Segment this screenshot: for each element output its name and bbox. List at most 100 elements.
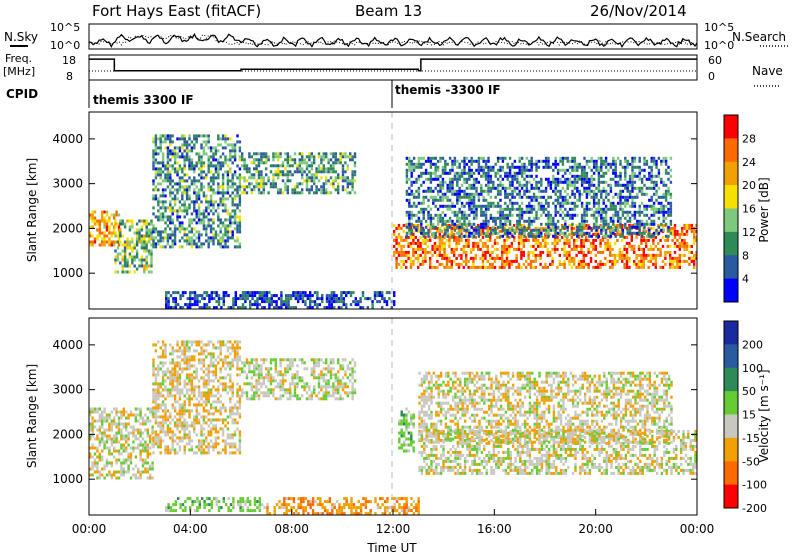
power-cell bbox=[647, 226, 650, 230]
power-cell bbox=[486, 265, 489, 269]
velocity-cell bbox=[103, 431, 106, 435]
power-cell bbox=[114, 255, 117, 259]
power-cell bbox=[103, 225, 106, 229]
power-cell bbox=[683, 253, 686, 257]
power-cell bbox=[176, 152, 179, 156]
power-cell bbox=[487, 165, 490, 169]
power-cell bbox=[165, 300, 168, 304]
power-cell bbox=[636, 165, 639, 169]
power-cell bbox=[585, 226, 588, 230]
velocity-cell bbox=[139, 434, 142, 438]
power-cell bbox=[529, 262, 533, 266]
power-cell bbox=[625, 250, 629, 254]
velocity-cell bbox=[149, 452, 152, 456]
power-cell bbox=[597, 250, 600, 254]
power-cell bbox=[251, 297, 254, 301]
power-cell bbox=[486, 244, 489, 248]
power-cell bbox=[662, 213, 665, 217]
power-cell bbox=[588, 207, 591, 211]
velocity-cell bbox=[98, 476, 101, 480]
power-cell bbox=[487, 183, 490, 187]
power-cell bbox=[315, 167, 318, 171]
power-cell bbox=[202, 218, 206, 222]
power-cell bbox=[405, 171, 409, 175]
power-cell bbox=[630, 247, 633, 251]
power-cell bbox=[506, 174, 509, 178]
power-cell bbox=[508, 156, 512, 160]
power-cell bbox=[152, 224, 155, 228]
power-cell bbox=[511, 195, 514, 199]
power-cell bbox=[640, 241, 643, 245]
power-cell bbox=[101, 240, 104, 244]
velocity-cell bbox=[164, 370, 167, 374]
power-cell bbox=[563, 241, 566, 245]
power-cell bbox=[123, 240, 127, 244]
power-cell bbox=[91, 234, 94, 238]
power-cell bbox=[341, 188, 345, 192]
power-cell bbox=[169, 137, 172, 141]
power-cell bbox=[499, 165, 502, 169]
power-cell bbox=[563, 265, 566, 269]
power-cell bbox=[571, 201, 574, 205]
velocity-cell bbox=[98, 443, 101, 447]
power-cell bbox=[123, 252, 127, 256]
power-cell bbox=[445, 259, 449, 263]
power-cell bbox=[126, 240, 129, 244]
power-cell bbox=[96, 237, 99, 241]
power-cell bbox=[590, 180, 593, 184]
power-cell bbox=[547, 183, 550, 187]
power-cell bbox=[609, 241, 612, 245]
power-cell bbox=[616, 219, 620, 223]
power-cell bbox=[501, 244, 504, 248]
velocity-cell bbox=[91, 446, 94, 450]
power-cell bbox=[405, 225, 409, 229]
nsky-label: N.Sky bbox=[4, 30, 38, 44]
power-cell bbox=[626, 183, 629, 187]
power-cell bbox=[299, 291, 302, 295]
power-cell bbox=[272, 179, 275, 183]
power-cell bbox=[305, 155, 309, 159]
power-cell bbox=[408, 168, 411, 172]
power-cell bbox=[683, 244, 686, 248]
power-cell bbox=[518, 216, 521, 220]
power-cell bbox=[301, 291, 305, 295]
power-cell bbox=[284, 182, 287, 186]
power-cell bbox=[195, 212, 198, 216]
power-cell bbox=[590, 195, 593, 199]
power-cell bbox=[159, 170, 162, 174]
power-cell bbox=[212, 176, 215, 180]
power-cell bbox=[628, 259, 631, 263]
power-cell bbox=[554, 198, 557, 202]
power-cell bbox=[427, 231, 430, 235]
power-cell bbox=[628, 210, 632, 214]
velocity-cell bbox=[152, 382, 155, 386]
power-cell bbox=[193, 297, 197, 301]
power-cell bbox=[453, 159, 457, 163]
power-cell bbox=[541, 235, 545, 239]
power-cell bbox=[417, 159, 421, 163]
velocity-cell bbox=[157, 373, 160, 377]
power-cell bbox=[249, 300, 252, 304]
power-cell bbox=[472, 256, 475, 260]
velocity-cell bbox=[129, 431, 133, 435]
power-cell bbox=[414, 235, 417, 239]
power-cell bbox=[325, 179, 328, 183]
velocity-cell bbox=[93, 446, 97, 450]
velocity-cell bbox=[144, 422, 147, 426]
power-cell bbox=[178, 227, 182, 231]
power-cell bbox=[214, 158, 218, 162]
power-cell bbox=[441, 165, 445, 169]
power-cell bbox=[231, 179, 234, 183]
power-cell bbox=[530, 156, 533, 160]
power-cell bbox=[159, 236, 162, 240]
power-cell bbox=[602, 216, 605, 220]
power-cell bbox=[232, 300, 235, 304]
power-cell bbox=[166, 170, 170, 174]
power-cell bbox=[181, 179, 184, 183]
power-cell bbox=[441, 198, 445, 202]
velocity-cell bbox=[159, 439, 162, 443]
power-cell bbox=[113, 216, 116, 220]
velocity-cell bbox=[105, 464, 109, 468]
power-cell bbox=[580, 213, 584, 217]
power-cell bbox=[600, 207, 603, 211]
